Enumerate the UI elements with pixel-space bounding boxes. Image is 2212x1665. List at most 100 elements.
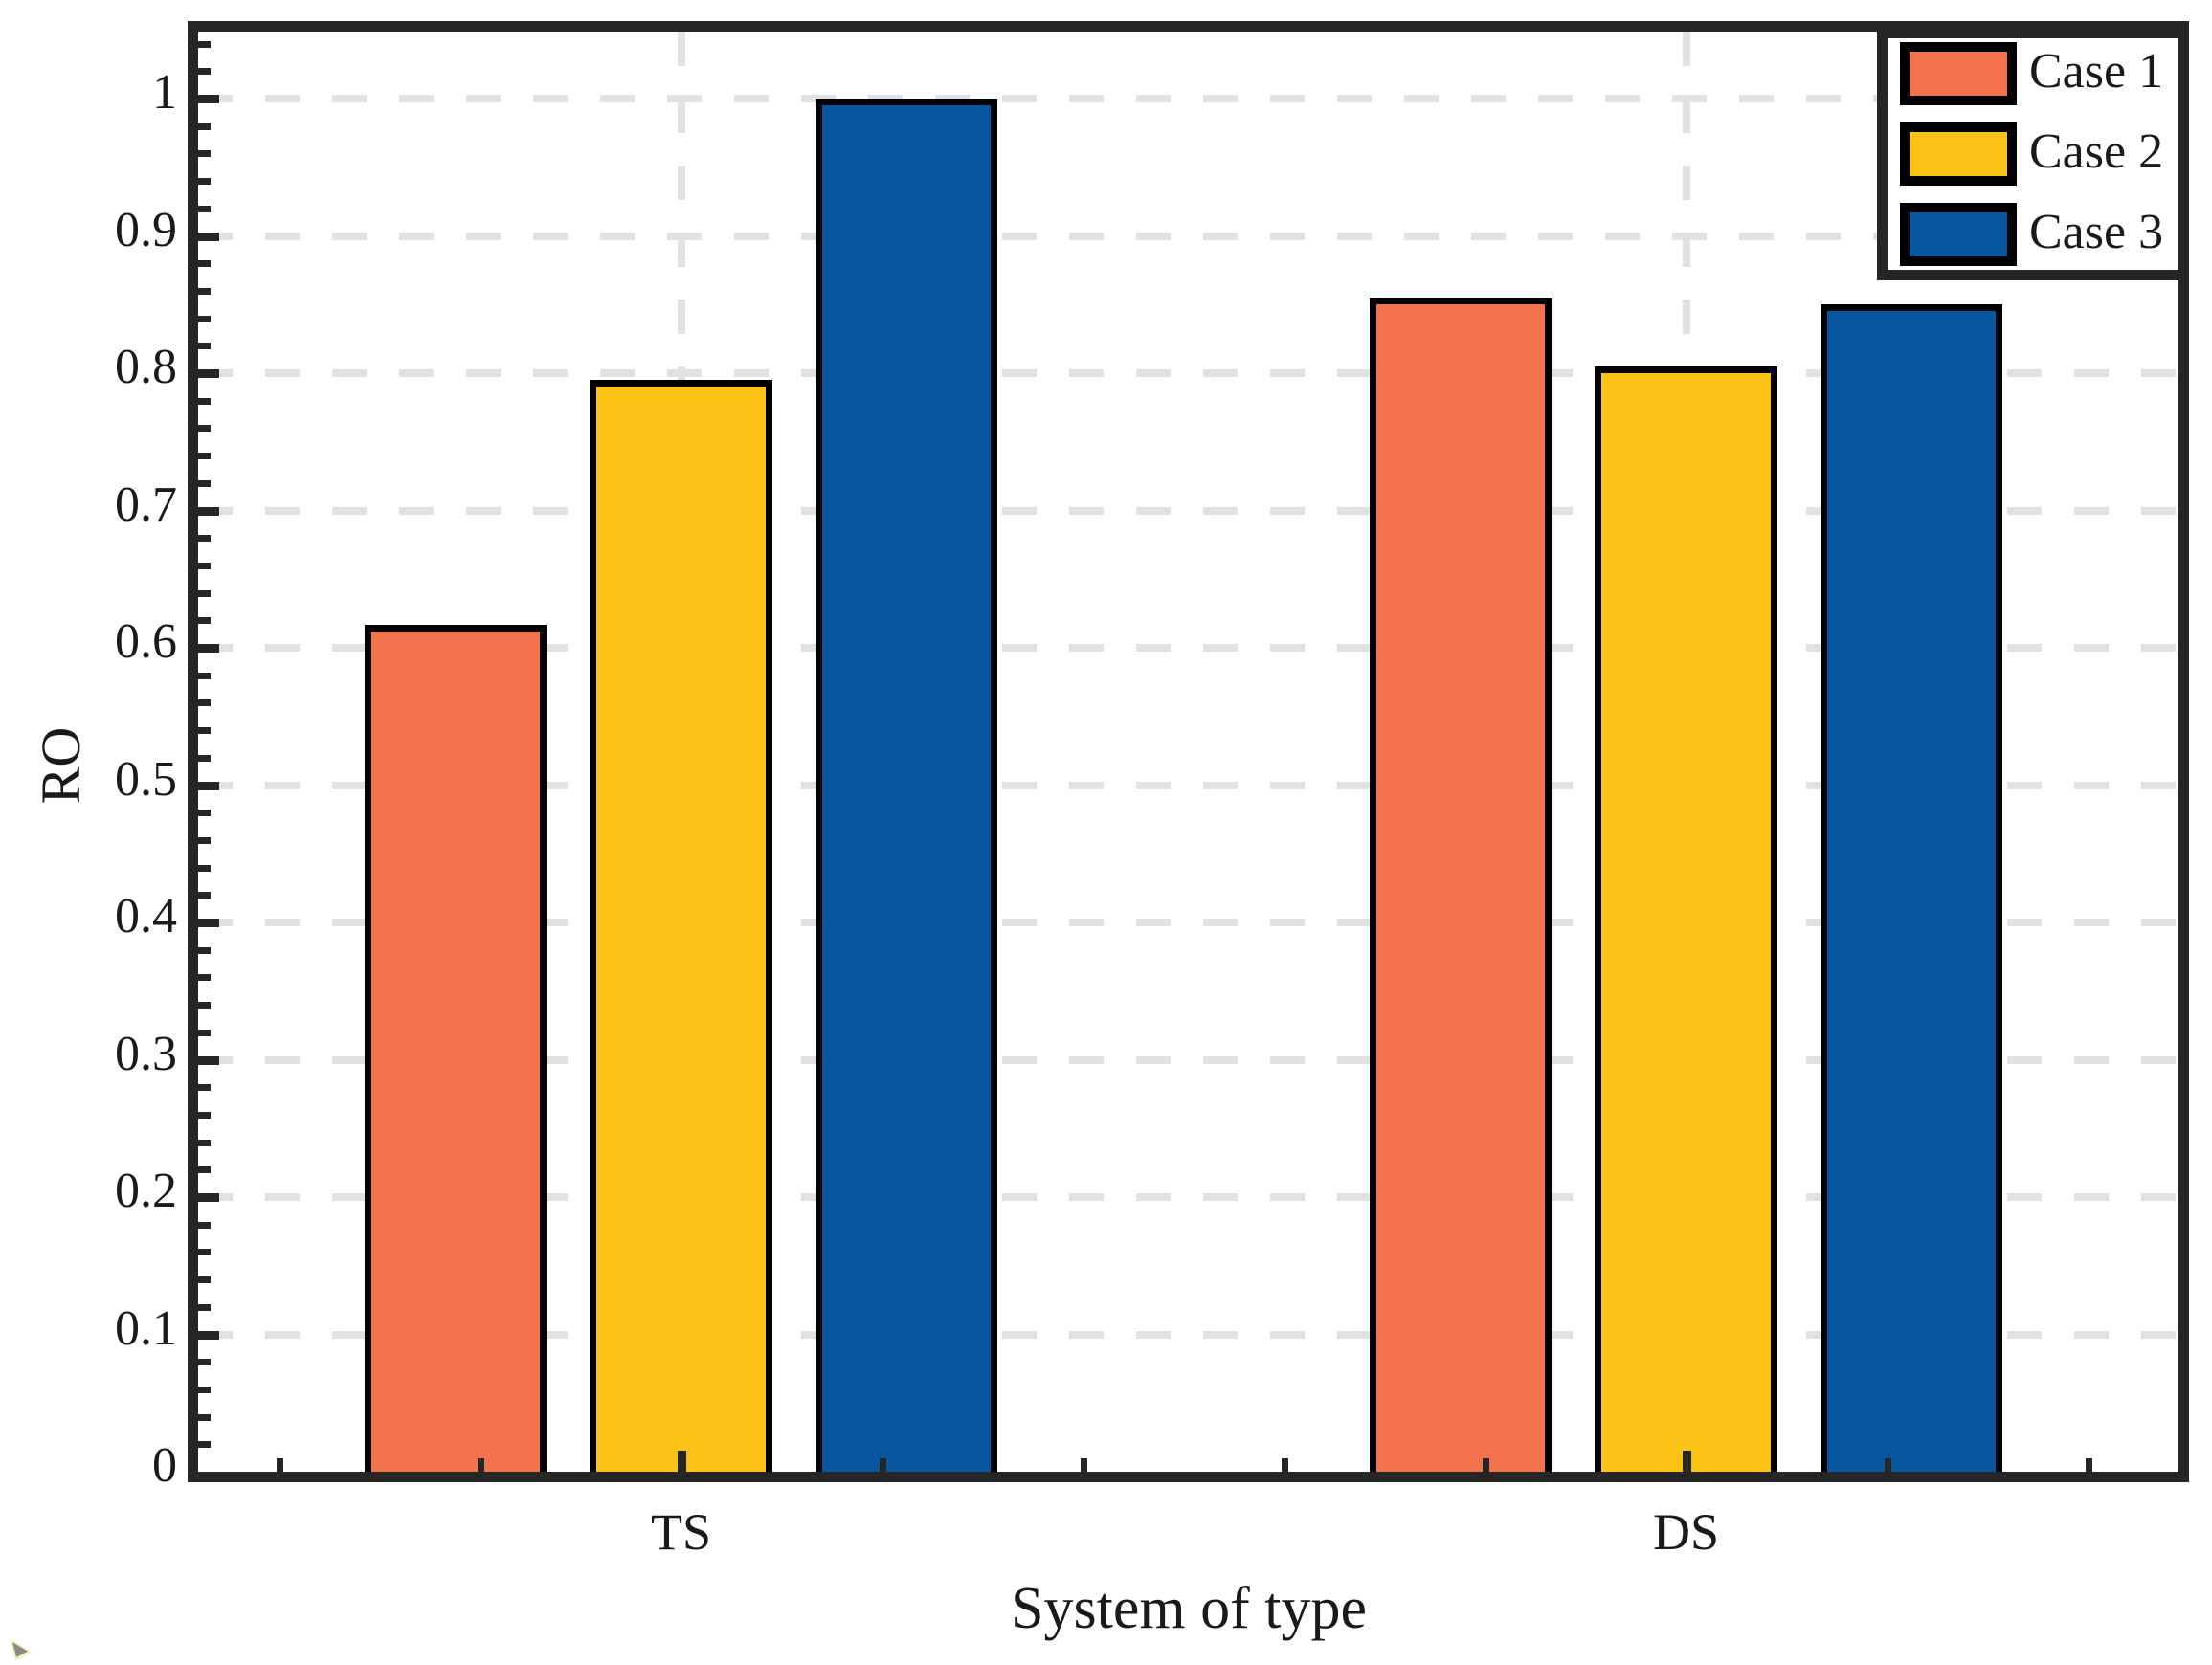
- x-major-tick-ts: [677, 1451, 686, 1472]
- legend-label-case-2: Case 2: [2029, 124, 2164, 179]
- y-tick-label-0.7: 0.7: [115, 477, 177, 532]
- y-axis-title: RO: [29, 726, 92, 805]
- bar-ts-case-3: [815, 99, 997, 1472]
- y-major-tick-1: [198, 95, 219, 103]
- y-minor-tick: [198, 178, 211, 186]
- legend-item-case-2: Case 2: [1900, 122, 2178, 186]
- x-minor-tick: [1884, 1458, 1891, 1472]
- gridline-y-0.2: [198, 1193, 2178, 1201]
- legend-swatch-case-3-icon: [1900, 203, 2017, 266]
- bar-ts-case-1: [365, 624, 547, 1472]
- x-minor-tick: [276, 1458, 283, 1472]
- y-minor-tick: [198, 1303, 211, 1311]
- x-minor-tick: [1080, 1458, 1087, 1472]
- y-tick-label-0.4: 0.4: [115, 889, 177, 944]
- gridline-y-0.5: [198, 781, 2178, 789]
- y-minor-tick: [198, 343, 211, 350]
- y-minor-tick: [198, 892, 211, 899]
- gridline-y-0.8: [198, 369, 2178, 377]
- gridline-y-0.7: [198, 506, 2178, 515]
- y-minor-tick: [198, 315, 211, 322]
- y-major-tick-0.1: [198, 1330, 219, 1340]
- y-tick-label-0.6: 0.6: [115, 614, 177, 669]
- y-minor-tick: [198, 1359, 211, 1366]
- gridline-y-0.4: [198, 919, 2178, 926]
- y-minor-tick: [198, 1139, 211, 1146]
- y-minor-tick: [198, 150, 211, 158]
- y-minor-tick: [198, 122, 211, 130]
- legend-label-case-1: Case 1: [2029, 44, 2164, 99]
- y-major-tick-0.5: [198, 781, 219, 790]
- legend: Case 1 Case 2 Case 3: [1877, 28, 2189, 280]
- y-minor-tick: [198, 479, 211, 487]
- y-minor-tick: [198, 453, 211, 460]
- y-minor-tick: [198, 974, 211, 982]
- x-minor-tick: [477, 1458, 484, 1472]
- y-minor-tick: [198, 836, 211, 844]
- y-minor-tick: [198, 1249, 211, 1256]
- y-minor-tick: [198, 1111, 211, 1119]
- gridline-y-0.1: [198, 1330, 2178, 1339]
- legend-swatch-case-2-icon: [1900, 122, 2017, 186]
- y-major-tick-0.4: [198, 919, 219, 927]
- y-minor-tick: [198, 68, 211, 76]
- y-minor-tick: [198, 946, 211, 954]
- y-minor-tick: [198, 810, 211, 817]
- y-minor-tick: [198, 205, 211, 212]
- y-major-tick-0.6: [198, 644, 219, 653]
- y-minor-tick: [198, 1386, 211, 1393]
- y-minor-tick: [198, 1029, 211, 1036]
- y-minor-tick: [198, 40, 211, 48]
- y-minor-tick: [198, 589, 211, 597]
- y-minor-tick: [198, 260, 211, 268]
- y-major-tick-0.7: [198, 506, 219, 516]
- y-tick-label-0.5: 0.5: [115, 751, 177, 807]
- bar-ts-case-2: [590, 380, 772, 1472]
- y-minor-tick: [198, 535, 211, 543]
- x-minor-tick: [1482, 1458, 1489, 1472]
- y-major-tick-0.2: [198, 1193, 219, 1202]
- x-category-label-ts: TS: [650, 1503, 712, 1561]
- y-minor-tick: [198, 1413, 211, 1421]
- gridline-y-0.9: [198, 232, 2178, 240]
- y-minor-tick: [198, 1084, 211, 1092]
- gridline-y-1: [198, 95, 2178, 102]
- y-tick-label-0.1: 0.1: [115, 1300, 177, 1356]
- y-minor-tick: [198, 562, 211, 569]
- y-minor-tick: [198, 617, 211, 625]
- x-major-tick-ds: [1682, 1451, 1691, 1472]
- gridline-y-0.3: [198, 1055, 2178, 1064]
- y-minor-tick: [198, 1002, 211, 1010]
- y-minor-tick: [198, 864, 211, 872]
- y-tick-label-1: 1: [152, 65, 177, 120]
- legend-swatch-case-1-icon: [1900, 42, 2017, 105]
- legend-label-case-3: Case 3: [2029, 205, 2164, 259]
- y-minor-tick: [198, 287, 211, 295]
- y-minor-tick: [198, 672, 211, 679]
- y-major-tick-0.8: [198, 369, 219, 378]
- bar-ds-case-3: [1820, 304, 2002, 1472]
- bar-ds-case-2: [1595, 366, 1777, 1472]
- y-minor-tick: [198, 727, 211, 735]
- y-minor-tick: [198, 1166, 211, 1174]
- gridline-y-0.6: [198, 644, 2178, 652]
- y-minor-tick: [198, 1441, 211, 1449]
- y-major-tick-0.3: [198, 1055, 219, 1065]
- x-category-label-ds: DS: [1652, 1503, 1720, 1561]
- y-minor-tick: [198, 699, 211, 707]
- y-tick-label-0.2: 0.2: [115, 1164, 177, 1218]
- y-minor-tick: [198, 754, 211, 762]
- y-minor-tick: [198, 1276, 211, 1284]
- y-minor-tick: [198, 1221, 211, 1229]
- y-tick-label-0: 0: [152, 1438, 177, 1493]
- y-minor-tick: [198, 425, 211, 433]
- y-tick-label-0.9: 0.9: [115, 202, 177, 257]
- legend-item-case-3: Case 3: [1900, 203, 2178, 266]
- legend-item-case-1: Case 1: [1900, 42, 2178, 105]
- y-tick-label-0.8: 0.8: [115, 340, 177, 394]
- bar-ds-case-1: [1370, 298, 1553, 1472]
- y-tick-label-0.3: 0.3: [115, 1026, 177, 1081]
- y-minor-tick: [198, 397, 211, 405]
